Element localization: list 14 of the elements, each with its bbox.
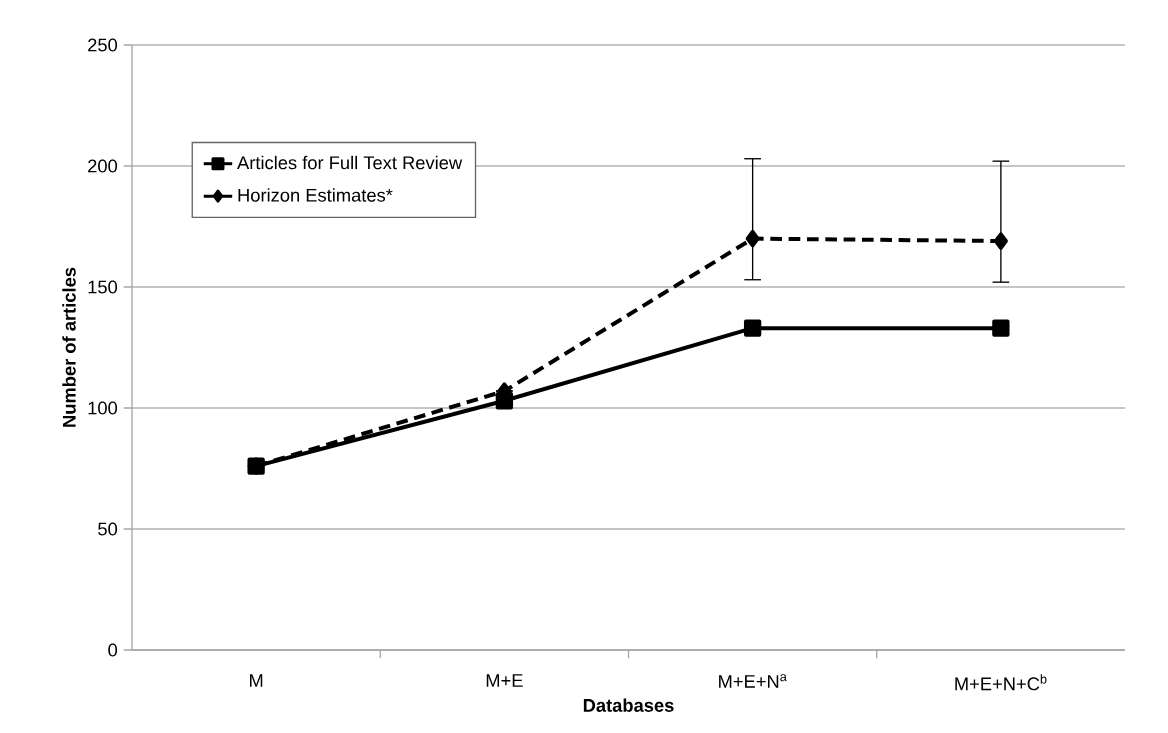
y-tick-label: 50: [98, 522, 118, 536]
y-axis-title: Number of articles: [62, 267, 76, 427]
legend-label: Articles for Full Text Review: [237, 155, 463, 170]
y-tick-label: 0: [108, 643, 118, 657]
x-tick-label: M+E+N$^{a}$: [719, 674, 787, 688]
y-tick-label: 150: [88, 280, 118, 294]
y-tick-label: 100: [88, 401, 118, 415]
y-tick-label: 200: [88, 159, 118, 173]
x-axis-title: Databases: [583, 698, 674, 712]
x-tick-label: M+E: [486, 674, 523, 687]
y-tick-label: 250: [88, 38, 118, 52]
x-tick-label: M: [250, 674, 263, 687]
legend-label: Horizon Estimates*: [238, 188, 393, 202]
x-tick-label: M+E+N+C$^{b}$: [955, 674, 1047, 691]
